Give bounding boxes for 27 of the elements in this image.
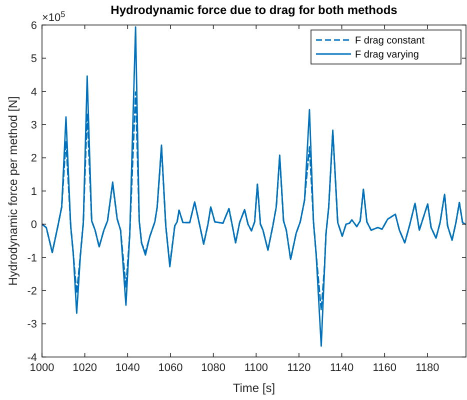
legend-label: F drag varying (355, 50, 419, 60)
legend-label: F drag constant (355, 36, 425, 46)
x-tick-label: 1140 (330, 362, 354, 374)
x-axis-title: Time [s] (232, 381, 276, 395)
y-tick-label: 5 (30, 53, 37, 66)
y-tick-label: 4 (30, 86, 37, 98)
x-tick-label: 1180 (416, 362, 440, 374)
y-tick-label: -1 (27, 252, 37, 264)
y-tick-label: 0 (30, 219, 37, 232)
y-tick-label: -2 (27, 285, 37, 298)
y-axis-title: Hydrodynamic force per method [N] (6, 96, 20, 286)
y-tick-label: 6 (30, 20, 37, 32)
y-tick-label: -3 (27, 318, 37, 331)
x-tick-label: 1080 (201, 362, 226, 374)
x-tick-label: 1000 (30, 362, 54, 374)
y-tick-label: -4 (27, 352, 37, 364)
y-tick-label: 2 (30, 152, 37, 165)
chart-title: Hydrodynamic force due to drag for both methods (110, 3, 398, 17)
x-tick-label: 1160 (372, 362, 396, 374)
x-tick-label: 1060 (158, 362, 183, 374)
x-tick-label: 1040 (115, 362, 140, 374)
text: ×10$^{5}$ (42, 10, 66, 24)
x-tick-label: 1020 (72, 362, 98, 374)
y-tick-label: 3 (30, 119, 37, 132)
y-tick-label: 1 (30, 186, 37, 198)
x-tick-label: 1120 (287, 362, 311, 374)
x-tick-label: 1100 (244, 362, 268, 374)
